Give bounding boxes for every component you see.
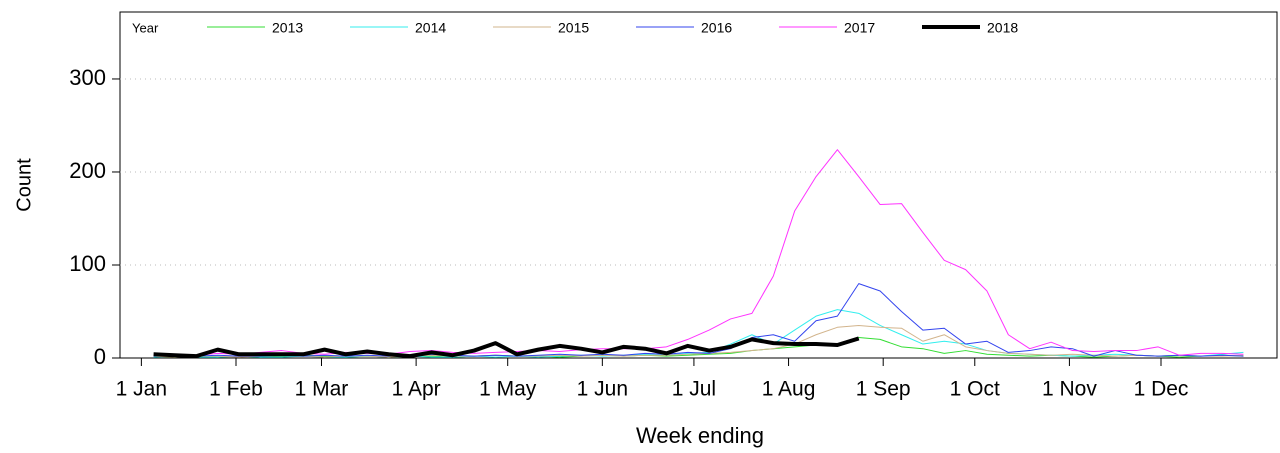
legend-label: 2015 — [558, 20, 589, 36]
legend-title: Year — [132, 20, 159, 35]
y-tick-label: 300 — [69, 65, 106, 90]
legend-label: 2018 — [987, 20, 1018, 36]
x-tick-label: 1 Oct — [950, 378, 1000, 401]
y-tick-label: 200 — [69, 158, 106, 183]
legend-label: 2013 — [272, 20, 303, 36]
series-line — [153, 324, 1244, 358]
x-tick-label: 1 Mar — [295, 378, 349, 401]
plot-frame — [119, 11, 1278, 359]
x-tick-label: 1 May — [479, 378, 537, 401]
legend-label: 2017 — [844, 20, 875, 36]
series-line — [153, 336, 860, 359]
x-tick-label: 1 Jan — [116, 378, 167, 401]
x-tick-label: 1 Aug — [762, 378, 816, 401]
x-axis-label: Week ending — [636, 423, 764, 448]
legend-label: 2016 — [701, 20, 732, 36]
series-line — [153, 283, 1244, 357]
y-tick-label: 0 — [94, 344, 106, 369]
legend-label: 2014 — [415, 20, 446, 36]
x-tick-label: 1 Sep — [856, 378, 911, 401]
x-tick-label: 1 Dec — [1134, 378, 1189, 401]
x-tick-label: 1 Nov — [1042, 378, 1097, 401]
y-tick-label: 100 — [69, 251, 106, 276]
x-tick-label: 1 Jun — [577, 378, 628, 401]
series-line — [153, 149, 1244, 356]
y-axis-label: Count — [13, 158, 35, 212]
x-tick-label: 1 Jul — [672, 378, 716, 401]
x-tick-label: 1 Apr — [392, 378, 441, 401]
x-tick-label: 1 Feb — [209, 378, 263, 401]
